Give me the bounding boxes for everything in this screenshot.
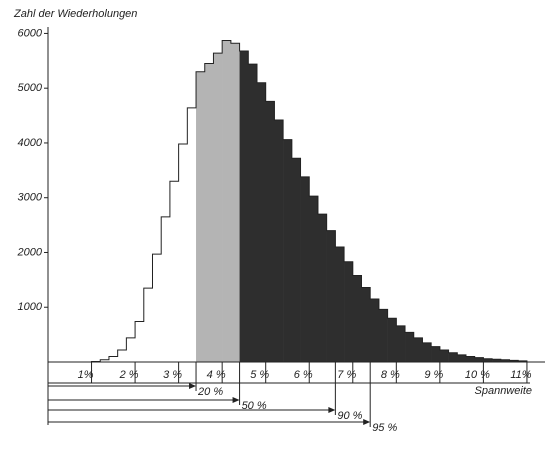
bar [474,357,484,362]
y-tick-label: 4000 [18,137,43,149]
y-tick-label: 3000 [18,192,43,204]
bar [317,214,327,362]
bar [509,360,519,362]
bar [378,309,388,362]
bar [108,356,118,362]
bar [230,43,240,363]
y-tick-label: 2000 [17,246,43,258]
y-tick-label: 5000 [18,82,43,94]
arrow-head [189,383,197,389]
bar [344,261,354,362]
bar [309,196,319,362]
x-tick-label: 5 % [250,369,269,381]
marker-label: 90 % [337,410,362,422]
marker-label: 50 % [242,400,267,412]
bar [422,342,432,362]
bar [500,359,510,362]
bar [291,158,301,362]
bar [448,352,458,362]
bar [222,40,232,363]
bar [396,325,406,362]
bar [152,254,162,362]
x-tick-label: 3 % [163,369,182,381]
x-tick-label: 8 % [381,369,400,381]
bar [492,359,502,362]
bar [161,216,171,362]
bar [413,337,423,362]
bar [465,356,475,362]
bar [483,358,493,362]
x-axis-label: Spannweite [475,385,533,397]
bar [335,247,345,362]
bar [387,318,397,362]
arrow-head [232,397,240,403]
bar [326,230,336,362]
bar [248,64,258,362]
bar [135,321,145,362]
bar [239,50,249,362]
outline [91,40,528,362]
bar [518,360,528,362]
marker-label: 95 % [372,422,397,434]
bar [204,63,214,363]
bar [117,349,127,362]
bar [213,53,223,363]
bar [196,71,206,362]
bar [169,181,179,362]
bar [178,144,188,362]
bar [100,359,110,362]
y-tick-label: 1000 [18,301,43,313]
y-axis-label: Zahl der Wiederholungen [13,8,137,20]
bar [431,346,441,362]
x-tick-label: 7 % [337,369,356,381]
marker-label: 20 % [197,386,223,398]
bar [405,332,415,362]
x-tick-label: 1% [78,369,94,381]
bar [457,354,467,362]
x-tick-label: 11% [510,369,531,381]
x-tick-label: 2 % [119,369,139,381]
bar [283,139,293,362]
bar [352,275,362,362]
bar [361,287,371,362]
bar [265,101,275,362]
bar [256,82,266,362]
arrow-head [328,407,336,413]
bar [143,288,153,362]
x-tick-label: 4 % [207,369,226,381]
bar [370,299,380,362]
bar [274,119,284,362]
bar [187,107,197,363]
x-tick-label: 9 % [424,369,443,381]
x-tick-label: 10 % [465,369,490,381]
bar [126,337,136,362]
x-tick-label: 6 % [294,369,313,381]
arrow-head [363,419,371,425]
y-tick-label: 6000 [18,27,43,39]
bar [439,349,449,362]
bar [300,176,310,362]
